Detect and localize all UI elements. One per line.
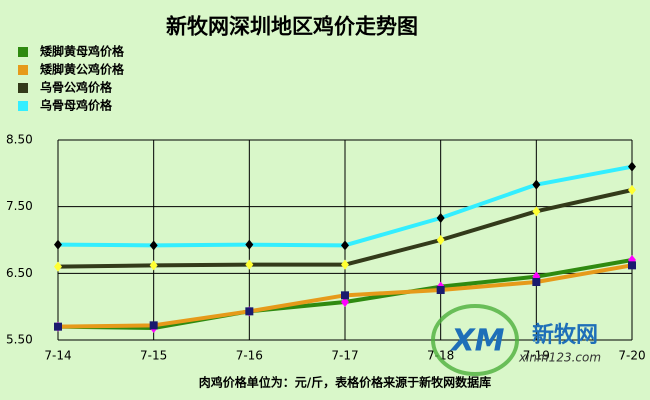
data-point — [245, 239, 254, 250]
legend-label: 乌骨母鸡价格 — [40, 98, 113, 113]
data-point — [532, 206, 541, 217]
data-point — [628, 261, 636, 270]
watermark-logo: XM — [450, 324, 505, 359]
legend-swatch — [18, 47, 28, 57]
x-tick-label: 7-20 — [618, 349, 645, 363]
x-tick-label: 7-14 — [44, 349, 71, 363]
watermark-url: xinm123.com — [518, 351, 601, 365]
data-point — [341, 297, 349, 307]
x-tick-label: 7-16 — [236, 349, 263, 363]
data-point — [532, 179, 541, 190]
data-point — [436, 213, 445, 223]
x-tick-label: 7-17 — [331, 349, 358, 363]
x-tick-label: 7-19 — [523, 349, 550, 363]
data-point — [54, 322, 62, 331]
legend-label: 矮脚黄母鸡价格 — [39, 44, 125, 59]
chart-title: 新牧网深圳地区鸡价走势图 — [166, 14, 418, 39]
footnote: 肉鸡价格单位为：元/斤，表格价格来源于新牧网数据库 — [199, 375, 491, 390]
data-point — [341, 259, 349, 270]
data-point — [341, 291, 349, 300]
y-tick-label: 5.50 — [6, 333, 33, 347]
data-point — [54, 239, 62, 250]
data-point — [149, 321, 158, 330]
legend-swatch — [18, 101, 28, 111]
data-point — [436, 286, 445, 294]
data-point — [628, 161, 636, 172]
data-point — [54, 261, 62, 272]
legend-label: 乌骨公鸡价格 — [40, 80, 113, 95]
watermark-logo-ring — [431, 304, 519, 376]
data-point — [628, 185, 636, 195]
y-tick-label: 6.50 — [6, 266, 33, 280]
data-point — [245, 259, 254, 270]
data-point — [532, 278, 541, 286]
legend-swatch — [18, 83, 28, 93]
y-tick-label: 8.50 — [6, 133, 33, 147]
y-tick-label: 7.50 — [6, 199, 33, 213]
legend-swatch — [18, 65, 28, 75]
x-tick-label: 7-15 — [140, 349, 167, 363]
data-point — [341, 240, 349, 251]
data-point — [149, 240, 158, 251]
legend-label: 矮脚黄公鸡价格 — [39, 62, 125, 77]
data-point — [436, 235, 445, 245]
data-point — [245, 307, 254, 316]
watermark-name: 新牧网 — [532, 322, 598, 348]
data-point — [149, 260, 158, 271]
